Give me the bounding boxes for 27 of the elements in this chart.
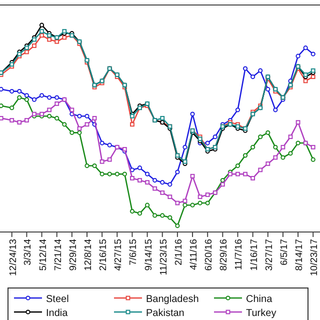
x-tick-label: 9/14/15 bbox=[143, 239, 154, 271]
x-tick-label: 7/6/15 bbox=[128, 239, 140, 266]
x-tick-label: 6/20/16 bbox=[204, 239, 215, 271]
x-tick-label: 1/16/17 bbox=[248, 239, 260, 271]
x-tick-label: 7/21/14 bbox=[52, 239, 64, 271]
x-tick-label: 4/11/16 bbox=[188, 239, 200, 270]
legend-label: Steel bbox=[46, 294, 69, 305]
x-tick-label: 2/1/16 bbox=[173, 239, 184, 266]
x-tick-label: 12/8/14 bbox=[83, 239, 94, 271]
x-tick-label: 3/3/14 bbox=[22, 239, 34, 266]
legend-label: Pakistan bbox=[146, 308, 184, 319]
legend-label: India bbox=[46, 308, 68, 319]
x-tick-label: 3/27/17 bbox=[264, 239, 275, 271]
x-tick-label: 11/23/15 bbox=[158, 239, 170, 276]
x-tick-label: 11/7/16 bbox=[234, 239, 245, 270]
legend-label: China bbox=[246, 294, 273, 305]
x-tick-label: 8/14/17 bbox=[294, 239, 306, 271]
x-tick-label: 12/24/13 bbox=[8, 239, 19, 276]
legend-label: Turkey bbox=[246, 308, 276, 319]
x-tick-label: 10/23/17 bbox=[309, 239, 320, 276]
x-tick-label: 4/27/15 bbox=[113, 239, 124, 271]
x-tick-label: 9/29/14 bbox=[68, 239, 79, 271]
x-tick-label: 6/5/17 bbox=[278, 239, 290, 266]
x-tick-label: 8/29/16 bbox=[218, 239, 230, 271]
x-tick-label: 5/12/14 bbox=[38, 239, 49, 271]
legend-label: Bangladesh bbox=[146, 294, 199, 305]
x-tick-label: 2/16/15 bbox=[98, 239, 110, 271]
